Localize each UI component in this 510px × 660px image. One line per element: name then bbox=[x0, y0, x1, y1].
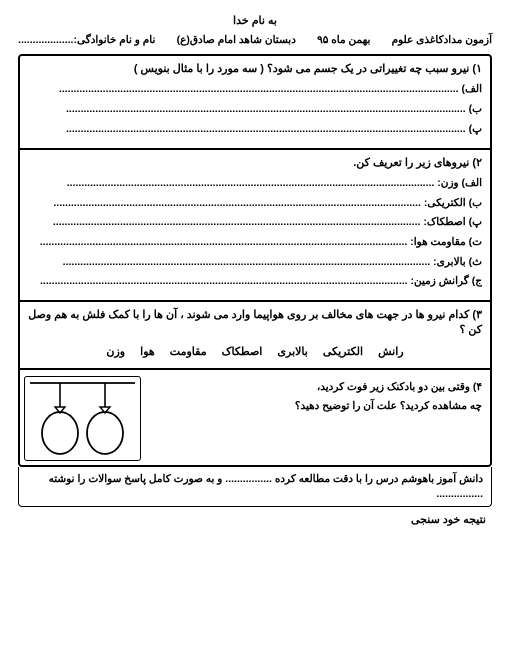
footer-text: دانش آموز باهوشم درس را با دقت مطالعه کر… bbox=[49, 473, 483, 500]
name-field: نام و نام خانوادگی:................... bbox=[18, 33, 155, 48]
q4-line1: ۴) وقتی بین دو بادکنک زیر فوت کردید، bbox=[145, 380, 482, 395]
q1-title: ۱) نیرو سبب چه تغییراتی در یک جسم می شود… bbox=[28, 62, 482, 77]
q2-item-2: پ) اصطکاک: .............................… bbox=[28, 215, 482, 230]
q2-item-0: الف) وزن: ..............................… bbox=[28, 176, 482, 191]
q1-a: الف) ...................................… bbox=[28, 82, 482, 97]
main-box: ۱) نیرو سبب چه تغییراتی در یک جسم می شود… bbox=[18, 54, 492, 467]
question-3: ۳) کدام نیرو ها در جهت های مخالف بر روی … bbox=[20, 302, 490, 370]
page-top-title: به نام خدا bbox=[18, 14, 492, 29]
q3-word-bank: رانش الکتریکی بالابری اصطکاک مقاومت هوا … bbox=[28, 345, 482, 360]
balloons-figure bbox=[24, 376, 141, 461]
name-dots: ................... bbox=[18, 34, 73, 46]
balloon-1 bbox=[42, 412, 78, 454]
name-label: نام و نام خانوادگی: bbox=[73, 34, 155, 46]
q2-item-3: ت) مقاومت هوا: .........................… bbox=[28, 235, 482, 250]
self-assessment: نتیجه خود سنجی bbox=[18, 513, 492, 528]
q4-text: ۴) وقتی بین دو بادکنک زیر فوت کردید، چه … bbox=[145, 376, 482, 417]
header-row: آزمون مدادکاغذی علوم بهمن ماه ۹۵ دبستان … bbox=[18, 33, 492, 48]
question-4: ۴) وقتی بین دو بادکنک زیر فوت کردید، چه … bbox=[20, 370, 490, 465]
q2-item-5: ج) گرانش زمین: .........................… bbox=[28, 274, 482, 289]
q3-title: ۳) کدام نیرو ها در جهت های مخالف بر روی … bbox=[28, 308, 482, 339]
exam-date: بهمن ماه ۹۵ bbox=[317, 33, 370, 48]
balloon-2 bbox=[87, 412, 123, 454]
q4-line2: چه مشاهده کردید؟ علت آن را توضیح دهید؟ bbox=[145, 399, 482, 414]
question-2: ۲) نیروهای زیر را تعریف کن. الف) وزن: ..… bbox=[20, 150, 490, 303]
question-1: ۱) نیرو سبب چه تغییراتی در یک جسم می شود… bbox=[20, 56, 490, 149]
q2-item-1: ب) الکتریکی: ...........................… bbox=[28, 196, 482, 211]
exam-title: آزمون مدادکاغذی علوم bbox=[392, 33, 492, 48]
q2-title: ۲) نیروهای زیر را تعریف کن. bbox=[28, 156, 482, 171]
q2-item-4: ث) بالابری: ............................… bbox=[28, 255, 482, 270]
school-name: دبستان شاهد امام صادق(ع) bbox=[177, 33, 296, 48]
q1-b: ب) .....................................… bbox=[28, 102, 482, 117]
balloons-svg bbox=[25, 377, 140, 462]
footer-box: دانش آموز باهوشم درس را با دقت مطالعه کر… bbox=[18, 467, 492, 506]
q1-c: پ) .....................................… bbox=[28, 122, 482, 137]
